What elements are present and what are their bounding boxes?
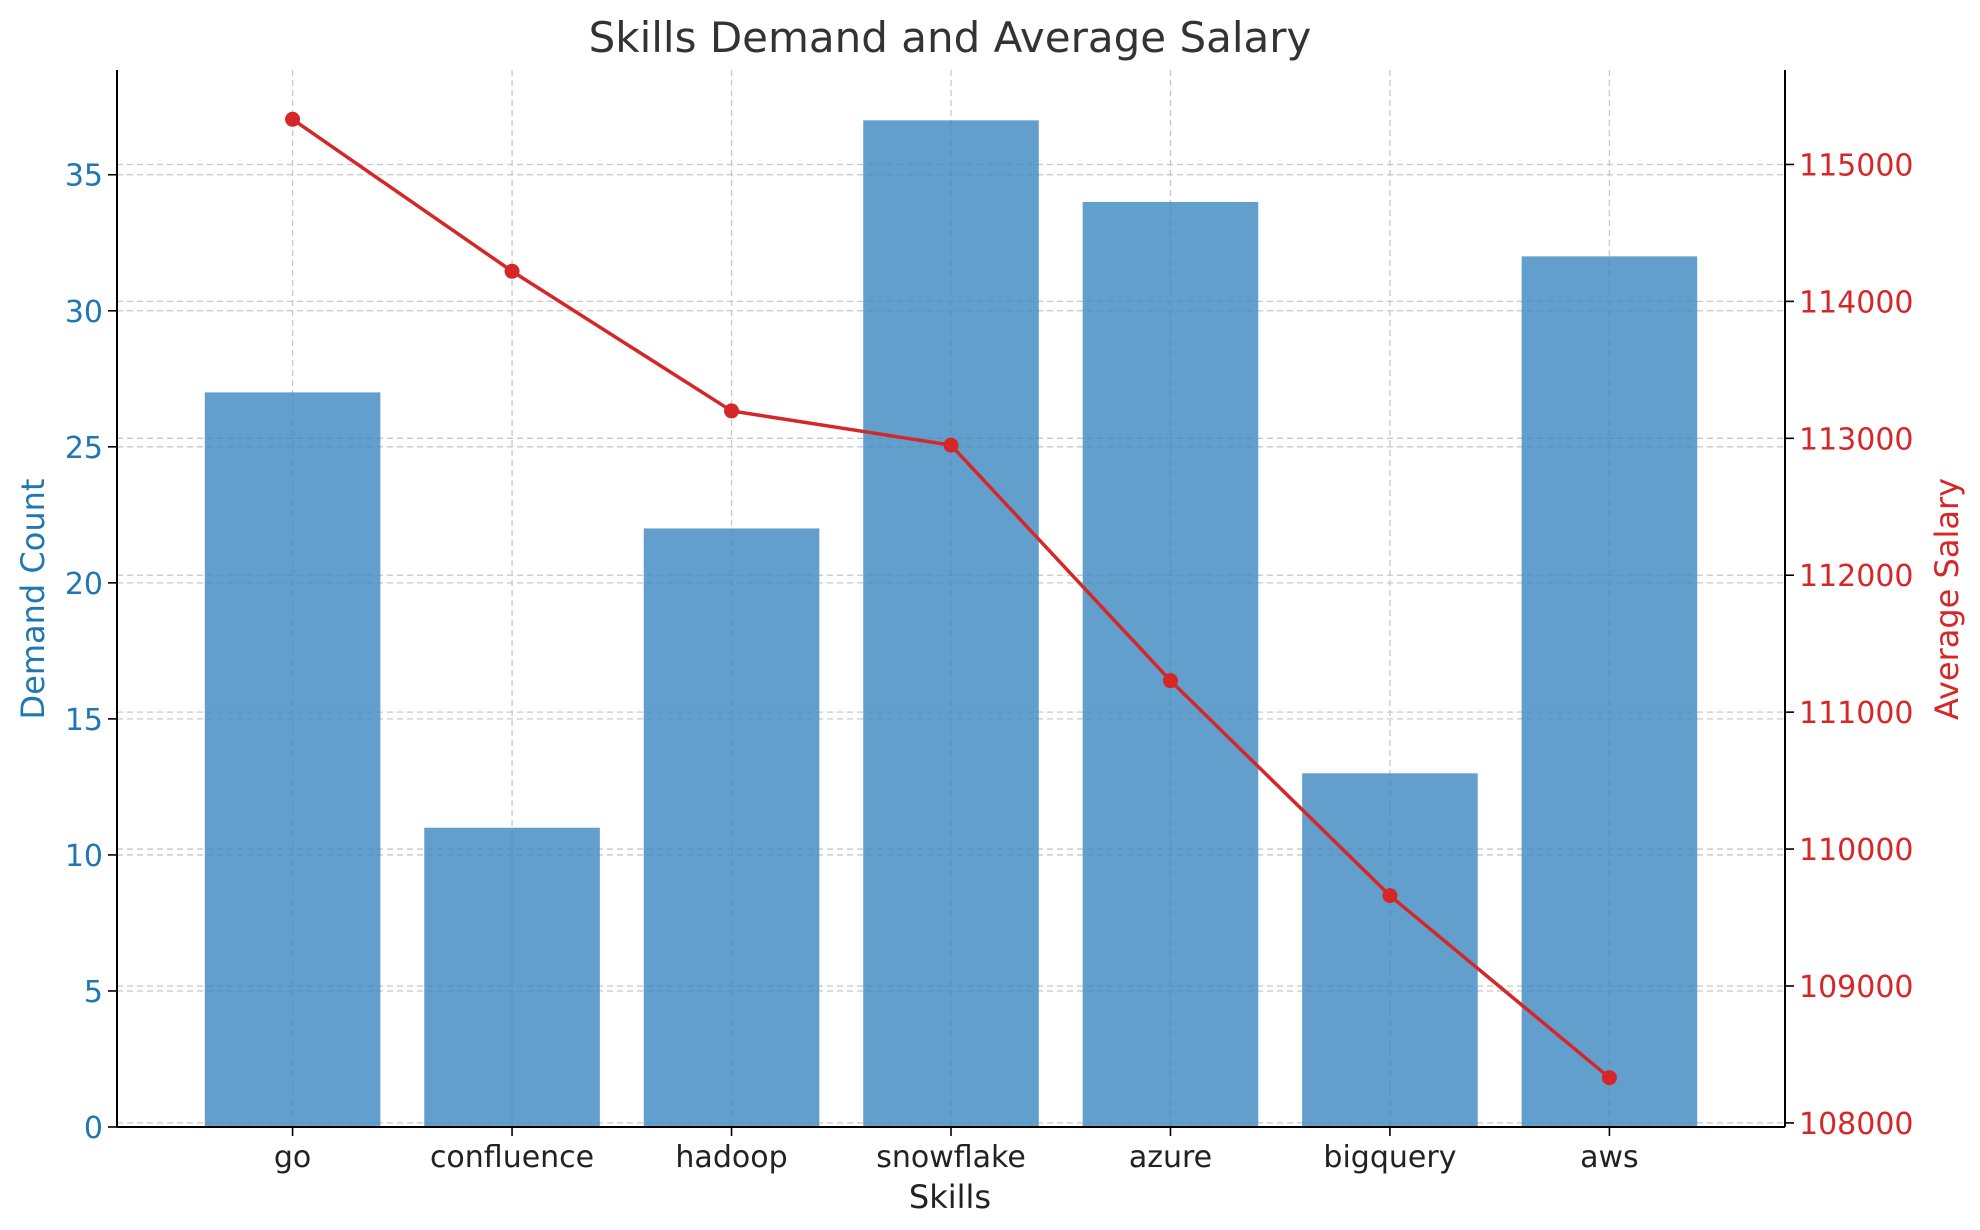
y-tick-label-left: 5 <box>84 975 103 1010</box>
y-tick-label-left: 0 <box>84 1111 103 1146</box>
x-tick-label-go: go <box>274 1140 311 1175</box>
y-tick-label-left: 20 <box>65 567 103 602</box>
salary-point-confluence <box>504 263 520 279</box>
bar-bigquery <box>1302 773 1478 1127</box>
x-tick-label-snowflake: snowflake <box>876 1140 1026 1175</box>
x-tick-label-confluence: confluence <box>430 1140 594 1175</box>
x-tick-label-aws: aws <box>1580 1140 1639 1175</box>
bar-hadoop <box>643 528 820 1127</box>
y-tick-label-right: 110000 <box>1799 833 1914 868</box>
y-tick-label-right: 108000 <box>1799 1107 1914 1142</box>
salary-point-hadoop <box>724 403 740 419</box>
y-tick-label-left: 35 <box>65 159 103 194</box>
salary-point-go <box>285 111 301 127</box>
y-axis-right-label: Average Salary <box>1928 478 1966 720</box>
x-tick-label-hadoop: hadoop <box>675 1140 787 1175</box>
bars <box>204 120 1698 1128</box>
bar-go <box>204 392 381 1127</box>
x-tick-label-bigquery: bigquery <box>1323 1140 1456 1175</box>
chart-title: Skills Demand and Average Salary <box>589 13 1312 62</box>
x-axis-label: Skills <box>909 1178 991 1216</box>
bar-azure <box>1082 201 1259 1127</box>
salary-point-azure <box>1162 673 1178 689</box>
y-tick-label-left: 10 <box>65 839 103 874</box>
tick-labels: 0 5 10 15 20 25 30 35 108000 109000 110000 111000 11… <box>65 148 1914 1175</box>
y-tick-label-right: 113000 <box>1799 422 1914 457</box>
y-tick-label-right: 111000 <box>1799 696 1914 731</box>
salary-point-bigquery <box>1382 888 1398 904</box>
bar-aws <box>1521 256 1698 1127</box>
x-tick-label-azure: azure <box>1129 1140 1212 1175</box>
salary-point-aws <box>1601 1070 1617 1086</box>
y-tick-label-left: 25 <box>65 431 103 466</box>
y-tick-label-right: 115000 <box>1799 148 1914 183</box>
y-tick-label-right: 112000 <box>1799 559 1914 594</box>
bar-confluence <box>424 827 600 1127</box>
y-tick-label-right: 109000 <box>1799 970 1914 1005</box>
axes <box>108 70 1794 1136</box>
y-tick-label-left: 15 <box>65 703 103 738</box>
y-axis-left-label: Demand Count <box>14 479 52 720</box>
y-tick-label-left: 30 <box>65 295 103 330</box>
y-tick-label-right: 114000 <box>1799 285 1914 320</box>
bar-snowflake <box>863 120 1039 1128</box>
salary-point-snowflake <box>943 437 959 453</box>
salary-line-series <box>285 111 1617 1086</box>
